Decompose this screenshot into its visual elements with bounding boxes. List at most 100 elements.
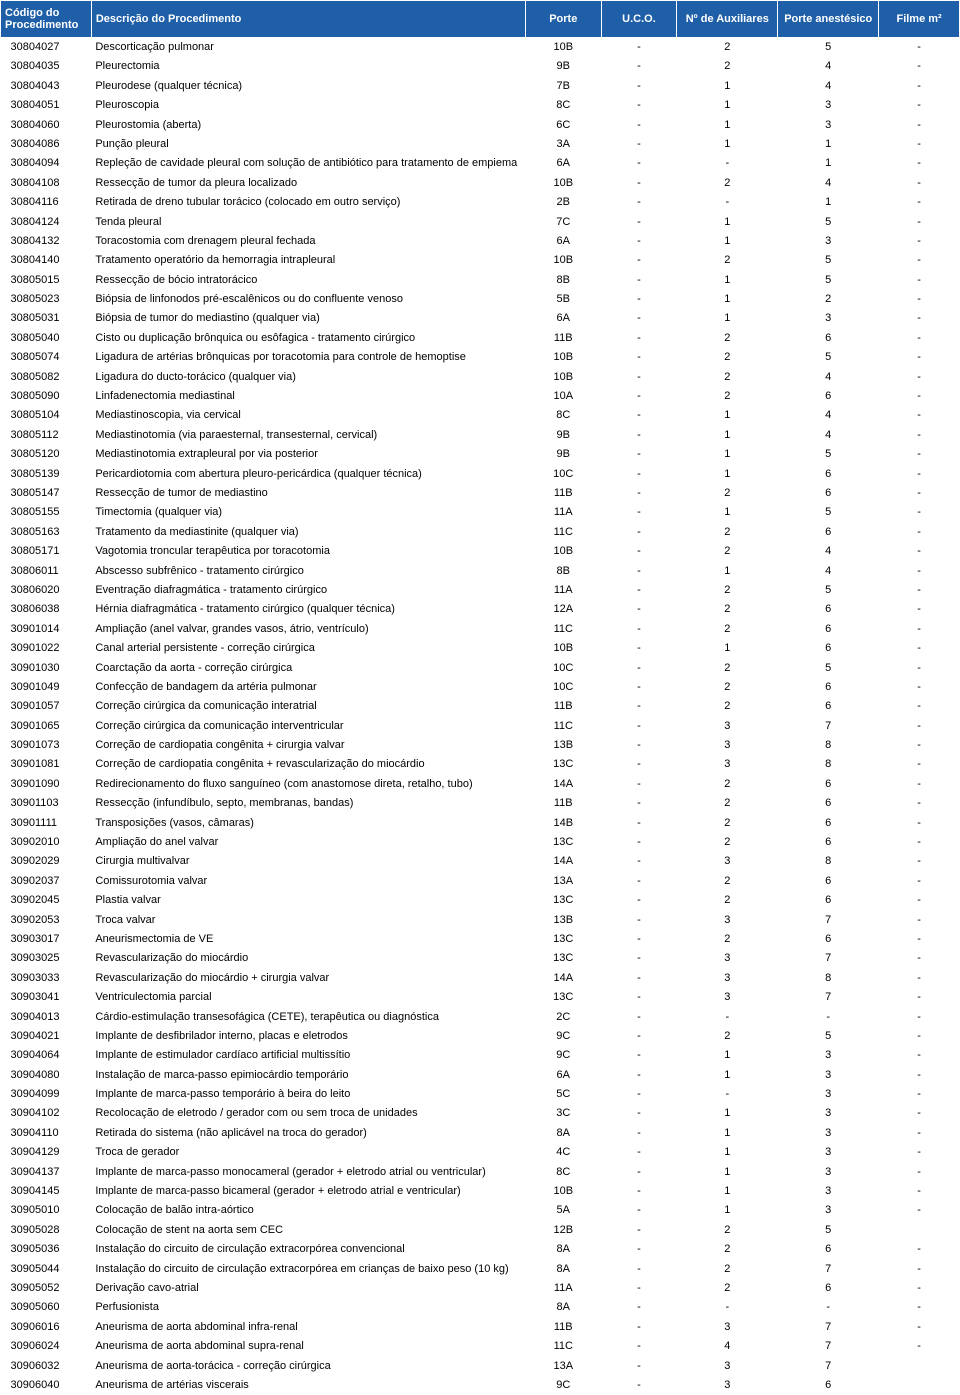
cell-code: 30906032: [1, 1357, 92, 1376]
cell-desc: Correção de cardiopatia congênita + ciru…: [91, 736, 525, 755]
cell-desc: Colocação de balão intra-aórtico: [91, 1201, 525, 1220]
cell-filme: -: [879, 1124, 960, 1143]
cell-aux: 2: [677, 794, 778, 813]
cell-uco: -: [601, 969, 677, 988]
cell-porte: 6C: [525, 116, 601, 135]
table-row: 30805147Ressecção de tumor de mediastino…: [1, 484, 960, 503]
cell-porte: 8B: [525, 562, 601, 581]
cell-uco: -: [601, 1008, 677, 1027]
cell-aux: -: [677, 193, 778, 212]
cell-uco: -: [601, 659, 677, 678]
table-row: 30804124Tenda pleural7C-15-: [1, 213, 960, 232]
cell-desc: Confecção de bandagem da artéria pulmona…: [91, 678, 525, 697]
cell-code: 30903017: [1, 930, 92, 949]
cell-uco: -: [601, 1221, 677, 1240]
cell-uco: -: [601, 1318, 677, 1337]
cell-anest: 3: [778, 1124, 879, 1143]
table-row: 30905036Instalação do circuito de circul…: [1, 1240, 960, 1259]
cell-aux: 1: [677, 1143, 778, 1162]
table-row: 30804086Punção pleural3A-11-: [1, 135, 960, 154]
cell-uco: -: [601, 290, 677, 309]
cell-aux: 1: [677, 1046, 778, 1065]
table-row: 30905028Colocação de stent na aorta sem …: [1, 1221, 960, 1240]
cell-desc: Aneurisma de aorta-torácica - correção c…: [91, 1357, 525, 1376]
table-row: 30904129Troca de gerador4C-13-: [1, 1143, 960, 1162]
cell-uco: -: [601, 368, 677, 387]
cell-anest: 6: [778, 833, 879, 852]
cell-anest: 6: [778, 523, 879, 542]
cell-aux: 3: [677, 852, 778, 871]
cell-anest: 5: [778, 1027, 879, 1046]
cell-filme: -: [879, 1201, 960, 1220]
cell-code: 30905010: [1, 1201, 92, 1220]
cell-desc: Biópsia de linfonodos pré-escalênicos ou…: [91, 290, 525, 309]
cell-porte: 9B: [525, 445, 601, 464]
cell-anest: 6: [778, 1240, 879, 1259]
cell-anest: 6: [778, 1376, 879, 1395]
cell-desc: Revascularização do miocárdio: [91, 949, 525, 968]
cell-desc: Pleurostomia (aberta): [91, 116, 525, 135]
table-row: 30902045Plastia valvar13C-26-: [1, 891, 960, 910]
cell-desc: Colocação de stent na aorta sem CEC: [91, 1221, 525, 1240]
cell-code: 30805139: [1, 465, 92, 484]
cell-porte: 7B: [525, 77, 601, 96]
cell-uco: -: [601, 1260, 677, 1279]
cell-desc: Linfadenectomia mediastinal: [91, 387, 525, 406]
cell-filme: -: [879, 465, 960, 484]
cell-aux: -: [677, 154, 778, 173]
cell-desc: Mediastinoscopia, via cervical: [91, 406, 525, 425]
cell-filme: -: [879, 1318, 960, 1337]
cell-uco: -: [601, 542, 677, 561]
cell-porte: 12A: [525, 600, 601, 619]
cell-desc: Perfusionista: [91, 1298, 525, 1317]
cell-code: 30904064: [1, 1046, 92, 1065]
cell-porte: 10B: [525, 1182, 601, 1201]
cell-uco: -: [601, 911, 677, 930]
cell-anest: 2: [778, 290, 879, 309]
cell-code: 30901073: [1, 736, 92, 755]
cell-desc: Ressecção (infundíbulo, septo, membranas…: [91, 794, 525, 813]
table-header: Código do Procedimento Descrição do Proc…: [1, 1, 960, 38]
cell-desc: Timectomia (qualquer via): [91, 503, 525, 522]
table-row: 30901090Redirecionamento do fluxo sanguí…: [1, 775, 960, 794]
cell-desc: Mediastinotomia (via paraesternal, trans…: [91, 426, 525, 445]
cell-desc: Transposições (vasos, câmaras): [91, 814, 525, 833]
cell-code: 30905028: [1, 1221, 92, 1240]
cell-desc: Cirurgia multivalvar: [91, 852, 525, 871]
cell-code: 30906016: [1, 1318, 92, 1337]
cell-desc: Aneurisma de artérias viscerais: [91, 1376, 525, 1395]
cell-filme: -: [879, 833, 960, 852]
cell-desc: Ampliação (anel valvar, grandes vasos, á…: [91, 620, 525, 639]
table-row: 30903033Revascularização do miocárdio + …: [1, 969, 960, 988]
cell-porte: 10B: [525, 174, 601, 193]
cell-anest: 6: [778, 678, 879, 697]
cell-aux: 2: [677, 57, 778, 76]
table-row: 30805031Biópsia de tumor do mediastino (…: [1, 309, 960, 328]
cell-aux: 2: [677, 523, 778, 542]
header-code: Código do Procedimento: [1, 1, 92, 38]
cell-anest: 3: [778, 1143, 879, 1162]
cell-aux: 2: [677, 484, 778, 503]
cell-filme: -: [879, 368, 960, 387]
cell-porte: 9C: [525, 1376, 601, 1395]
cell-porte: 10B: [525, 348, 601, 367]
cell-porte: 11C: [525, 717, 601, 736]
cell-porte: 6A: [525, 154, 601, 173]
table-row: 30904064Implante de estimulador cardíaco…: [1, 1046, 960, 1065]
cell-filme: -: [879, 96, 960, 115]
cell-filme: -: [879, 445, 960, 464]
cell-anest: 5: [778, 659, 879, 678]
table-row: 30902053Troca valvar13B-37-: [1, 911, 960, 930]
cell-aux: -: [677, 1008, 778, 1027]
cell-uco: -: [601, 387, 677, 406]
cell-porte: 3A: [525, 135, 601, 154]
cell-uco: -: [601, 1124, 677, 1143]
cell-filme: -: [879, 697, 960, 716]
cell-porte: 11C: [525, 1337, 601, 1356]
cell-filme: -: [879, 309, 960, 328]
table-row: 30904137Implante de marca-passo monocame…: [1, 1163, 960, 1182]
cell-aux: 2: [677, 891, 778, 910]
cell-uco: -: [601, 465, 677, 484]
cell-filme: -: [879, 639, 960, 658]
cell-uco: -: [601, 1201, 677, 1220]
